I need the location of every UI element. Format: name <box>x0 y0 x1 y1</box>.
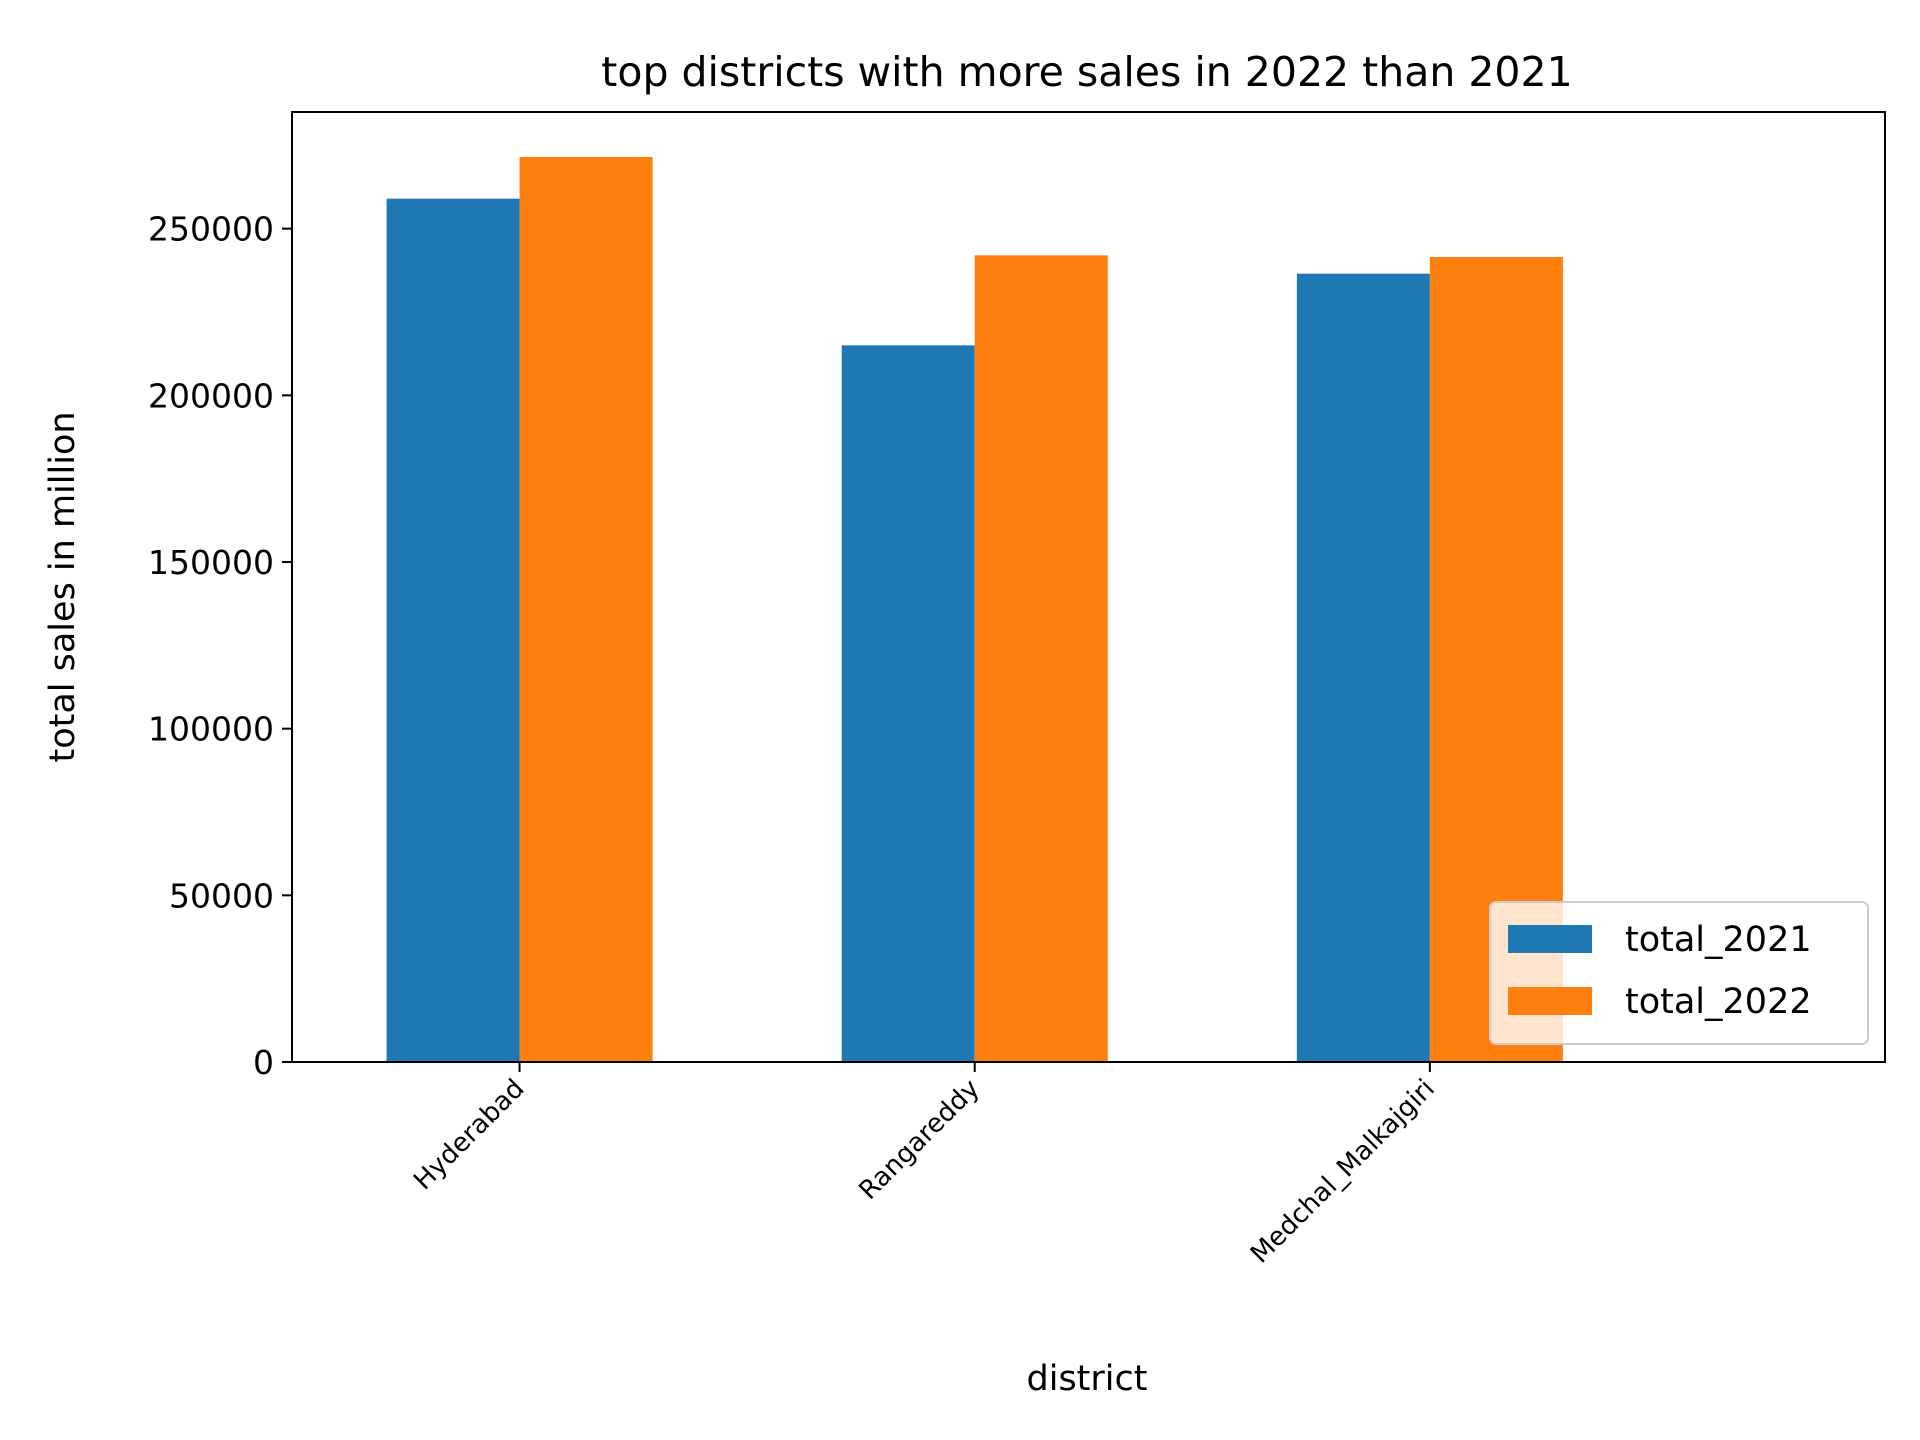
bar-total_2022-hyderabad <box>519 157 653 1062</box>
legend: total_2021 total_2022 <box>1489 901 1869 1045</box>
legend-swatch-total_2022 <box>1508 987 1592 1015</box>
y-tick-label: 150000 <box>148 543 274 582</box>
y-tick-label: 250000 <box>148 210 274 249</box>
y-axis-label: total sales in million <box>43 411 83 762</box>
legend-swatch-total_2021 <box>1508 925 1592 953</box>
bar-total_2021-medchal_malkajgiri <box>1296 273 1430 1063</box>
y-tick-label: 200000 <box>148 376 274 415</box>
y-tick-label: 50000 <box>169 876 274 915</box>
bar-total_2021-rangareddy <box>841 345 975 1062</box>
y-tick-label: 0 <box>253 1043 274 1082</box>
chart-title: top districts with more sales in 2022 th… <box>601 48 1572 96</box>
legend-label-total_2021: total_2021 <box>1625 920 1812 960</box>
y-tick-label: 100000 <box>148 710 274 749</box>
bars-group <box>386 157 1563 1063</box>
bar-total_2021-hyderabad <box>386 198 520 1062</box>
bar-total_2022-rangareddy <box>974 255 1108 1063</box>
x-axis-label: district <box>1027 1359 1148 1399</box>
legend-label-total_2022: total_2022 <box>1625 982 1812 1022</box>
plot-frame <box>291 111 1886 1063</box>
y-axis-ticks: 0 50000 100000 150000 200000 250000 <box>148 210 292 1082</box>
